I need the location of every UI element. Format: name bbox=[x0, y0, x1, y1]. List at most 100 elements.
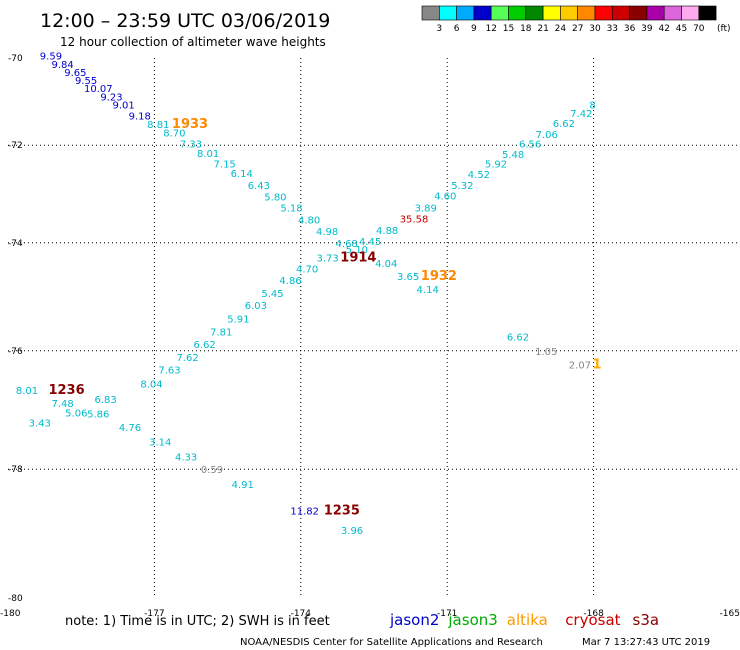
wave-height-label: 7.63 bbox=[158, 366, 180, 377]
wave-height-label: 4.60 bbox=[434, 192, 456, 203]
legend-swatch bbox=[542, 5, 561, 21]
legend-swatch bbox=[490, 5, 509, 21]
wave-height-label: 5.86 bbox=[87, 410, 109, 421]
longitude-label: -180 bbox=[0, 609, 21, 619]
legend-bin-label: 6 bbox=[454, 24, 460, 34]
wave-height-label: 8.70 bbox=[163, 128, 185, 139]
wave-height-label: 6.62 bbox=[194, 340, 216, 351]
wave-height-label: 1932 bbox=[421, 269, 457, 284]
legend-unit: (ft) bbox=[717, 24, 731, 34]
wave-height-label: 4.70 bbox=[296, 265, 318, 276]
wave-height-label: 5.10 bbox=[346, 245, 368, 256]
legend-bin-label: 24 bbox=[555, 24, 567, 34]
satellite-name: jason3 bbox=[447, 611, 497, 629]
wave-height-label: 6.62 bbox=[507, 333, 529, 344]
wave-height-label: 5.45 bbox=[261, 289, 283, 300]
longitude-label: -174 bbox=[291, 609, 312, 619]
map-grid bbox=[8, 58, 740, 598]
wave-height-label: 7.06 bbox=[536, 130, 558, 141]
color-legend: 3 6 9 12 15 18 21 24 27 30 33 36 39 42 45 70 bbox=[421, 5, 717, 34]
wave-height-label: 35.58 bbox=[400, 214, 429, 225]
wave-height-label: 3.96 bbox=[341, 526, 363, 537]
wave-height-label: 7.62 bbox=[176, 353, 198, 364]
legend-swatch bbox=[577, 5, 596, 21]
legend-swatch bbox=[560, 5, 579, 21]
legend-bin-label: 12 bbox=[485, 24, 496, 34]
legend-swatch bbox=[681, 5, 700, 21]
timestamp-text: Mar 7 13:27:43 UTC 2019 bbox=[582, 637, 710, 648]
wave-height-label: 1235 bbox=[324, 503, 360, 518]
satellite-name: jason2 bbox=[389, 611, 439, 629]
latitude-labels: -70 -72 -74 -76 -78 -80 bbox=[8, 54, 23, 604]
wave-height-label: 4.76 bbox=[119, 423, 141, 434]
wave-height-label: 10.07 bbox=[84, 84, 113, 95]
legend-swatch bbox=[698, 5, 717, 21]
longitude-label: -168 bbox=[583, 609, 604, 619]
legend-bin-label: 33 bbox=[607, 24, 618, 34]
legend-swatch bbox=[663, 5, 682, 21]
legend-bin-label: 3 bbox=[436, 24, 442, 34]
wave-height-label: 7.81 bbox=[210, 328, 232, 339]
satellite-name: altika bbox=[507, 611, 548, 629]
wave-height-label: 9.65 bbox=[64, 68, 86, 79]
legend-swatch bbox=[646, 5, 665, 21]
map-subtitle: 12 hour collection of altimeter wave hei… bbox=[60, 35, 326, 49]
wave-height-label: 3.14 bbox=[149, 437, 171, 448]
footer-note: note: 1) Time is in UTC; 2) SWH is in fe… bbox=[65, 614, 330, 629]
longitude-label: -171 bbox=[437, 609, 457, 619]
latitude-label: -74 bbox=[8, 239, 23, 249]
longitude-labels: -180 -177 -174 -171 -168 -165 bbox=[0, 609, 740, 619]
wave-height-label: 4.52 bbox=[468, 170, 490, 181]
legend-swatch bbox=[438, 5, 457, 21]
wave-height-label: 4.33 bbox=[175, 453, 197, 464]
wave-height-label: 4.14 bbox=[417, 285, 439, 296]
latitude-label: -80 bbox=[8, 594, 23, 604]
wave-height-label: 3.43 bbox=[29, 419, 51, 430]
legend-bin-label: 9 bbox=[471, 24, 477, 34]
wave-height-label: 1 bbox=[592, 357, 601, 372]
wave-height-label: 8 bbox=[589, 101, 595, 112]
longitude-label: -165 bbox=[720, 609, 740, 619]
wave-height-label: 5.32 bbox=[451, 181, 473, 192]
wave-height-label: 1914 bbox=[340, 250, 376, 265]
wave-height-label: 5.06 bbox=[65, 408, 87, 419]
credit-text: NOAA/NESDIS Center for Satellite Applica… bbox=[240, 637, 543, 648]
satellite-name: cryosat bbox=[565, 611, 620, 629]
wave-height-label: 7.42 bbox=[570, 109, 592, 120]
wave-height-label: 5.92 bbox=[485, 160, 507, 171]
latitude-label: -70 bbox=[8, 54, 23, 64]
wave-height-label: 11.82 bbox=[290, 506, 319, 517]
wave-height-label: 9.84 bbox=[52, 60, 74, 71]
legend-swatch bbox=[611, 5, 630, 21]
legend-swatch bbox=[421, 5, 440, 21]
legend-bin-label: 15 bbox=[503, 24, 514, 34]
wave-height-label: 5.18 bbox=[280, 203, 302, 214]
map-title: 12:00 – 23:59 UTC 03/06/2019 bbox=[40, 10, 330, 32]
legend-swatch bbox=[473, 5, 492, 21]
wave-height-label: 3.89 bbox=[415, 203, 437, 214]
wave-height-label: 8.01 bbox=[16, 386, 38, 397]
wave-height-label: 8.01 bbox=[197, 149, 219, 160]
legend-swatch bbox=[456, 5, 475, 21]
wave-height-label: 5.80 bbox=[264, 193, 286, 204]
wave-height-label: 4.86 bbox=[279, 276, 301, 287]
legend-bin-label: 39 bbox=[641, 24, 653, 34]
legend-bin-label: 21 bbox=[537, 24, 548, 34]
wave-height-label: 0.59 bbox=[201, 465, 223, 476]
legend-bin-label: 45 bbox=[676, 24, 687, 34]
wave-height-label: 7.33 bbox=[180, 140, 202, 151]
legend-bin-label: 30 bbox=[589, 24, 601, 34]
wave-height-label: 9.18 bbox=[129, 111, 151, 122]
satellite-name: s3a bbox=[633, 611, 660, 629]
wave-height-label: 3.65 bbox=[397, 272, 419, 283]
wave-height-label: 1236 bbox=[48, 383, 84, 398]
wave-height-label: 5.91 bbox=[227, 314, 249, 325]
wave-height-label: 9.59 bbox=[40, 52, 62, 63]
wave-height-label: 9.01 bbox=[113, 101, 135, 112]
wave-height-label: 3.73 bbox=[317, 253, 339, 264]
latitude-label: -72 bbox=[8, 141, 23, 151]
wave-height-label: 4.91 bbox=[232, 480, 254, 491]
wave-height-label: 6.14 bbox=[231, 169, 253, 180]
wave-height-label: 1.05 bbox=[535, 347, 557, 358]
